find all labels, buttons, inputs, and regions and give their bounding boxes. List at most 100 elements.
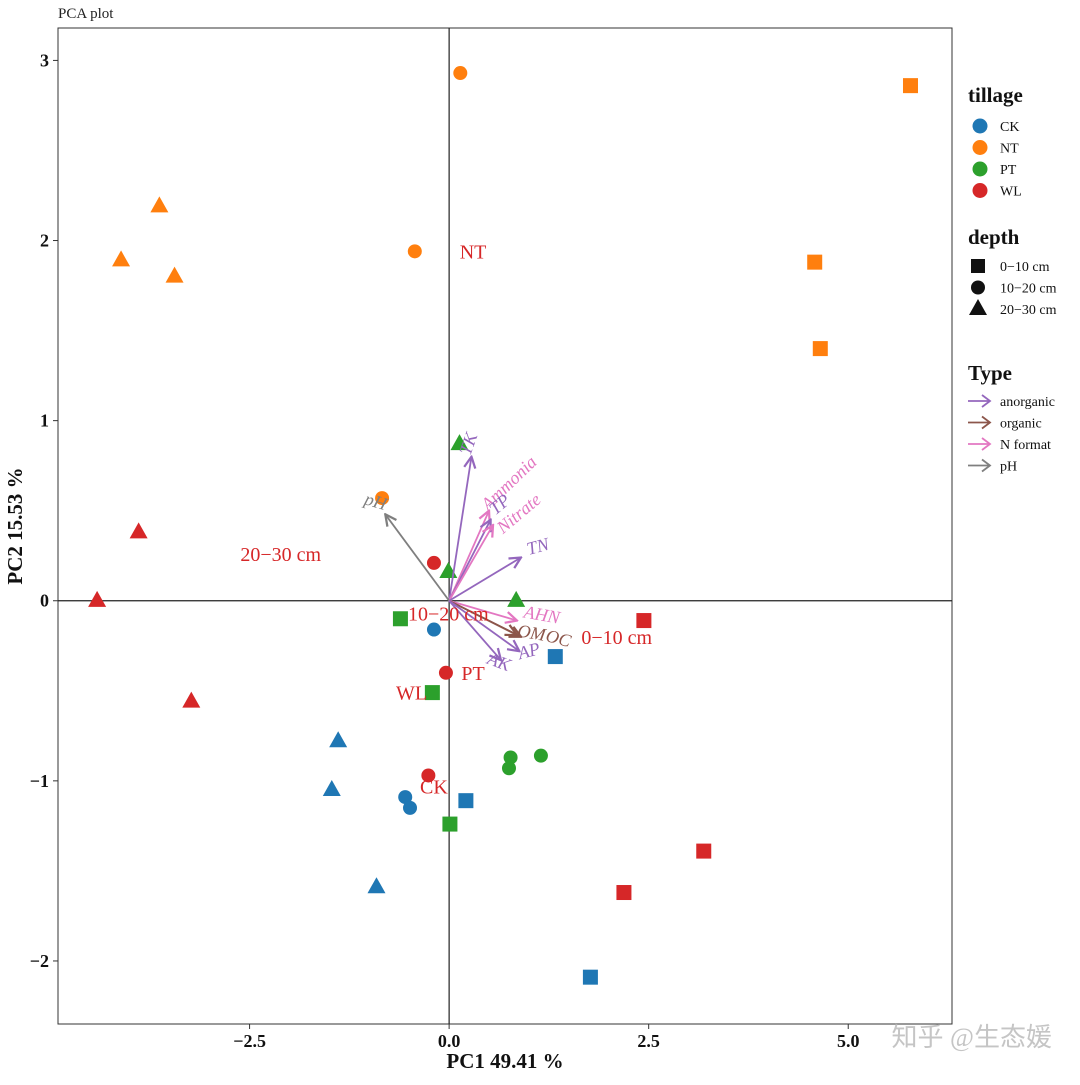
legend-title-type: Type <box>968 361 1012 385</box>
y-axis-label: PC2 15.53 % <box>3 467 27 584</box>
point-ck <box>547 649 563 665</box>
loading-label-tk: TK <box>455 429 482 457</box>
point-ck <box>426 622 441 637</box>
point-pt <box>442 816 458 832</box>
loading-label-ak: AK <box>484 648 514 675</box>
point-nt <box>812 341 828 357</box>
annotation-label: CK <box>420 776 448 798</box>
point-ck <box>582 969 598 985</box>
watermark: 知乎 @生态媛 <box>892 1023 1052 1052</box>
loading-arrow-ap <box>448 600 519 651</box>
point-ck <box>458 793 474 809</box>
point-pt <box>503 750 518 765</box>
annotation-label: PT <box>461 663 484 685</box>
group-annotations: NT 20−30 cm 10−20 cm 0−10 cm PT WL CK <box>240 241 652 798</box>
point-wl <box>426 555 441 570</box>
annotation-label: 20−30 cm <box>240 544 321 566</box>
y-tick-label: −2 <box>30 951 49 971</box>
loading-arrow-tk <box>448 457 471 601</box>
point-wl <box>421 768 436 783</box>
y-axis: −2 −1 0 1 2 3 <box>30 50 58 971</box>
legend-triangle-icon <box>969 299 987 315</box>
legend-circle-icon <box>971 280 985 295</box>
legend-label-tillage: WL <box>1000 185 1022 200</box>
point-pt <box>507 590 526 607</box>
legend-swatch-ck <box>972 118 988 134</box>
point-wl <box>182 691 201 708</box>
legend-label-tillage: CK <box>1000 120 1019 135</box>
point-nt <box>807 254 823 270</box>
legend-label-depth: 0−10 cm <box>1000 260 1050 275</box>
x-axis: −2.5 0.0 2.5 5.0 <box>233 1024 859 1051</box>
y-tick-label: 3 <box>40 50 49 70</box>
legend-square-icon <box>971 259 985 273</box>
loading-arrow-nitrate <box>448 525 493 602</box>
x-tick-label: 0.0 <box>438 1031 461 1051</box>
annotation-label: 10−20 cm <box>408 603 489 625</box>
legend-title-tillage: tillage <box>968 83 1023 107</box>
point-nt <box>407 244 422 259</box>
loading-label-ph: pH <box>360 488 390 514</box>
legend-label-tillage: NT <box>1000 142 1019 157</box>
legend-label-type: N format <box>1000 438 1051 453</box>
point-nt <box>150 196 169 213</box>
plot-frame <box>57 27 953 1025</box>
point-pt <box>392 611 408 627</box>
legend-title-depth: depth <box>968 225 1020 249</box>
annotation-label: 0−10 cm <box>581 627 652 649</box>
annotation-label: NT <box>460 241 487 263</box>
point-ck <box>329 731 348 748</box>
legend-label-tillage: PT <box>1000 163 1017 178</box>
x-tick-label: 2.5 <box>637 1031 660 1051</box>
x-tick-label: 5.0 <box>837 1031 860 1051</box>
point-ck <box>398 790 413 805</box>
point-wl <box>438 665 453 680</box>
point-ck <box>322 779 341 796</box>
point-pt <box>450 434 469 451</box>
y-tick-label: 1 <box>40 411 49 431</box>
point-pt <box>501 761 516 776</box>
loading-arrow-ak <box>448 600 501 660</box>
legend-swatch-nt <box>972 140 988 155</box>
point-ck <box>367 877 386 894</box>
loading-arrow-ph <box>385 514 450 602</box>
x-axis-label: PC1 49.41 % <box>446 1049 563 1073</box>
point-wl <box>129 522 148 539</box>
loading-arrow-tn <box>448 558 521 602</box>
annotation-label: WL <box>396 683 427 705</box>
legend-arrow-head <box>981 458 992 473</box>
point-nt <box>375 491 390 506</box>
legend-arrow-head <box>981 415 992 430</box>
point-nt <box>112 250 131 267</box>
legend-label-depth: 20−30 cm <box>1000 303 1057 318</box>
legend: tillage CK NT PT WL depth 0−10 cm 10−20 cm 20−30… <box>968 83 1057 475</box>
legend-swatch-pt <box>972 161 988 177</box>
point-wl <box>616 885 632 901</box>
legend-label-type: organic <box>1000 417 1042 432</box>
loading-label-oc: OC <box>544 625 574 651</box>
point-nt <box>902 78 918 94</box>
point-wl <box>636 613 652 629</box>
point-pt <box>533 748 548 763</box>
loading-label-om: OM <box>516 620 548 645</box>
legend-arrow-head <box>981 394 992 408</box>
y-tick-label: −1 <box>30 771 49 791</box>
legend-label-type: pH <box>1000 460 1017 475</box>
legend-arrow-head <box>981 437 992 451</box>
point-wl <box>88 590 107 607</box>
point-wl <box>696 843 712 859</box>
legend-swatch-wl <box>972 183 988 198</box>
point-ck <box>403 800 418 815</box>
y-tick-label: 2 <box>40 231 49 251</box>
chart-title: PCA plot <box>58 6 114 22</box>
loading-arrow-oc <box>448 599 521 637</box>
x-tick-label: −2.5 <box>233 1031 266 1051</box>
legend-label-depth: 10−20 cm <box>1000 282 1057 297</box>
loading-label-tn: TN <box>525 534 552 559</box>
point-nt <box>165 266 184 283</box>
legend-label-type: anorganic <box>1000 395 1055 410</box>
y-tick-label: 0 <box>40 591 49 611</box>
